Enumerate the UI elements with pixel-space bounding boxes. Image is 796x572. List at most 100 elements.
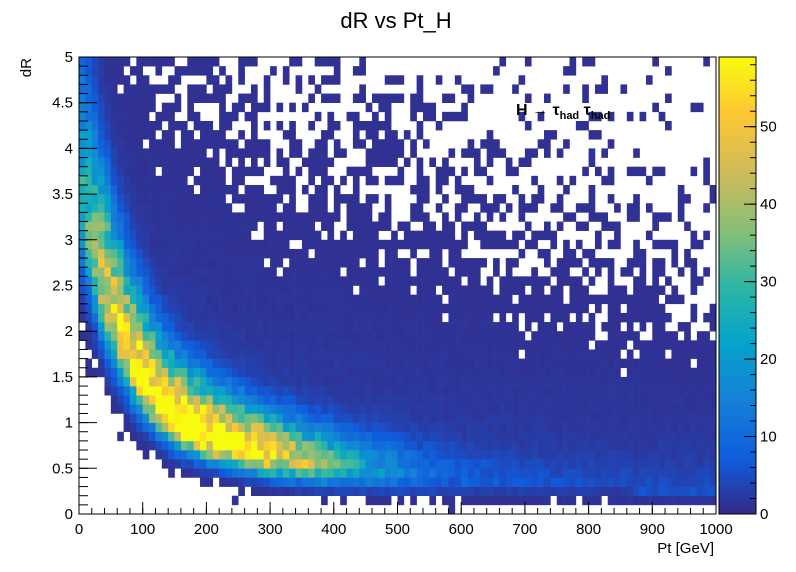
heatmap-cell	[461, 486, 468, 497]
heatmap-cell	[206, 139, 214, 149]
heatmap-cell	[327, 175, 335, 186]
heatmap-cell	[569, 413, 577, 423]
heatmap-cell	[289, 413, 296, 423]
heatmap-cell	[607, 139, 615, 149]
heatmap-cell	[289, 477, 296, 487]
heatmap-cell	[136, 184, 143, 195]
heatmap-cell	[416, 157, 424, 167]
heatmap-cell	[200, 413, 207, 423]
heatmap-cell	[244, 404, 252, 414]
heatmap-cell	[136, 93, 143, 103]
heatmap-cell	[416, 203, 424, 213]
heatmap-cell	[187, 102, 194, 113]
heatmap-cell	[301, 285, 309, 295]
heatmap-cell	[327, 459, 335, 469]
heatmap-cell	[658, 267, 666, 277]
heatmap-cell	[321, 221, 328, 231]
heatmap-cell	[518, 422, 526, 433]
heatmap-cell	[671, 486, 679, 497]
x-axis: 0 100 200 300 400 500 600 700 800 900 1000	[75, 502, 733, 538]
heatmap-cell	[671, 258, 679, 268]
heatmap-cell	[180, 267, 188, 277]
heatmap-cell	[556, 459, 564, 469]
heatmap-cell	[289, 376, 296, 387]
heatmap-cell	[709, 404, 717, 414]
heatmap-cell	[582, 203, 589, 213]
heatmap-cell	[244, 285, 252, 295]
heatmap-cell	[588, 276, 596, 286]
heatmap-cell	[321, 422, 328, 433]
heatmap-cell	[333, 294, 341, 305]
heatmap-cell	[352, 130, 360, 140]
heatmap-cell	[473, 376, 481, 387]
heatmap-cell	[117, 322, 124, 332]
heatmap-cell	[314, 194, 322, 204]
heatmap-cell	[601, 221, 609, 231]
heatmap-cell	[467, 349, 475, 359]
heatmap-cell	[677, 376, 685, 387]
heatmap-cell	[703, 157, 710, 167]
heatmap-cell	[187, 404, 194, 414]
heatmap-cell	[168, 376, 175, 387]
heatmap-cell	[614, 395, 621, 405]
heatmap-cell	[129, 267, 137, 277]
heatmap-cell	[556, 422, 564, 433]
heatmap-cell	[206, 75, 214, 85]
heatmap-cell	[314, 312, 322, 323]
heatmap-cell	[110, 139, 118, 149]
heatmap-cell	[149, 203, 156, 213]
heatmap-cell	[461, 184, 468, 195]
heatmap-cell	[569, 367, 577, 378]
heatmap-cell	[129, 422, 137, 433]
heatmap-cell	[582, 166, 589, 177]
heatmap-cell	[161, 248, 169, 259]
heatmap-cell	[270, 248, 277, 259]
heatmap-cell	[321, 157, 328, 167]
heatmap-cell	[142, 194, 150, 204]
heatmap-cell	[473, 358, 481, 369]
heatmap-cell	[467, 84, 475, 94]
heatmap-cell	[537, 395, 545, 405]
heatmap-cell	[98, 75, 105, 85]
heatmap-cell	[454, 358, 462, 369]
heatmap-cell	[601, 212, 609, 222]
heatmap-cell	[219, 312, 226, 323]
heatmap-cell	[257, 258, 265, 268]
heatmap-cell	[524, 431, 532, 442]
heatmap-cell	[327, 349, 335, 359]
heatmap-cell	[556, 258, 564, 268]
heatmap-cell	[123, 148, 131, 158]
heatmap-cell	[149, 212, 156, 222]
heatmap-cell	[359, 212, 366, 222]
heatmap-cell	[633, 367, 640, 378]
heatmap-cell	[461, 194, 468, 204]
heatmap-cell	[79, 130, 86, 140]
heatmap-cell	[544, 322, 551, 332]
heatmap-cell	[314, 486, 322, 497]
heatmap-cell	[639, 495, 647, 506]
heatmap-cell	[505, 285, 513, 295]
heatmap-cell	[607, 367, 615, 378]
heatmap-cell	[200, 367, 207, 378]
heatmap-cell	[346, 276, 354, 286]
heatmap-cell	[422, 303, 430, 314]
heatmap-cell	[391, 322, 398, 332]
heatmap-cell	[512, 404, 519, 414]
heatmap-cell	[499, 404, 507, 414]
heatmap-cell	[461, 322, 468, 332]
heatmap-cell	[168, 75, 175, 85]
heatmap-cell	[257, 322, 265, 332]
heatmap-cell	[575, 258, 583, 268]
heatmap-cell	[231, 386, 239, 396]
heatmap-cell	[263, 239, 271, 250]
heatmap-cell	[384, 111, 392, 122]
heatmap-cell	[327, 75, 335, 85]
heatmap-cell	[665, 331, 672, 341]
heatmap-cell	[270, 486, 277, 497]
heatmap-cell	[448, 230, 456, 241]
heatmap-cell	[85, 276, 93, 286]
heatmap-cell	[607, 468, 615, 478]
heatmap-cell	[129, 139, 137, 149]
heatmap-cell	[200, 148, 207, 158]
heatmap-cell	[301, 322, 309, 332]
